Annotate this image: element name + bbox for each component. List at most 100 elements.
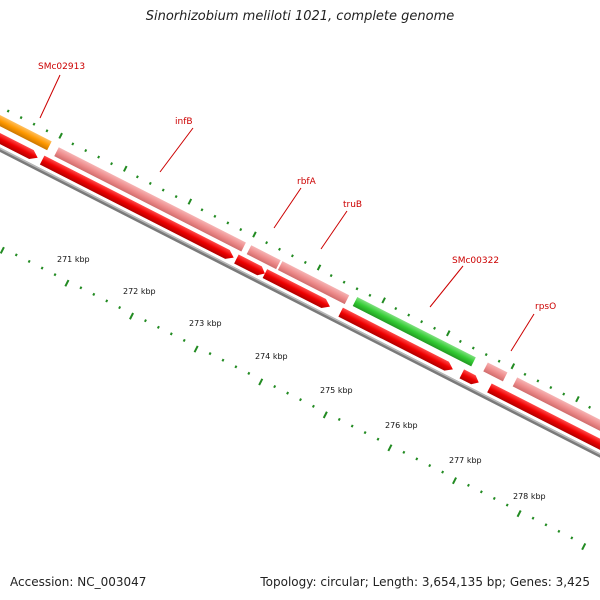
minor-tick <box>53 273 57 277</box>
major-tick <box>187 198 193 205</box>
minor-tick <box>71 142 75 146</box>
minor-tick <box>265 241 269 245</box>
minor-tick <box>27 259 31 264</box>
cds-arrow-trub[interactable] <box>262 269 333 311</box>
minor-tick <box>32 122 36 126</box>
minor-tick <box>6 109 10 113</box>
genome-summary: Topology: circular; Length: 3,654,135 bp… <box>260 575 590 589</box>
minor-tick <box>337 417 341 422</box>
cds-arrow-next[interactable] <box>487 383 600 456</box>
gene-label-infb: infB <box>175 117 193 127</box>
minor-tick <box>420 320 424 324</box>
minor-tick <box>84 148 88 153</box>
major-tick <box>258 378 264 386</box>
minor-tick <box>479 490 483 494</box>
minor-tick <box>350 424 354 428</box>
cds-arrow-infb[interactable] <box>39 155 236 263</box>
minor-tick <box>303 260 307 265</box>
gene-bar-trub[interactable] <box>277 261 350 305</box>
major-tick <box>516 510 522 518</box>
minor-tick <box>549 385 553 390</box>
minor-tick <box>544 523 548 527</box>
minor-tick <box>523 372 527 376</box>
minor-tick <box>118 305 122 310</box>
minor-tick <box>557 529 561 533</box>
major-tick <box>58 132 63 139</box>
major-tick <box>0 246 5 254</box>
tick-label-276: 276 kbp <box>385 421 418 430</box>
minor-tick <box>226 221 230 225</box>
minor-tick <box>239 227 243 232</box>
minor-tick <box>428 463 432 468</box>
minor-tick <box>299 398 302 402</box>
minor-tick <box>182 338 186 343</box>
minor-tick <box>368 293 372 297</box>
tick-label-272: 272 kbp <box>123 287 156 296</box>
minor-tick <box>273 384 277 389</box>
minor-tick <box>497 359 501 363</box>
cds-arrow-smc00322[interactable] <box>338 307 455 374</box>
minor-tick <box>458 339 462 344</box>
minor-tick <box>531 516 535 520</box>
gene-bar-infb[interactable] <box>54 147 246 252</box>
tick-label-275: 275 kbp <box>320 386 353 395</box>
outer-tick-row <box>6 109 592 409</box>
map-title: Sinorhizobium meliloti 1021, complete ge… <box>145 9 455 24</box>
major-tick <box>64 279 70 287</box>
tick-label-277: 277 kbp <box>449 456 482 465</box>
minor-tick <box>471 346 475 350</box>
major-tick <box>510 363 516 370</box>
minor-tick <box>169 332 173 336</box>
gene-bar-rpso[interactable] <box>483 362 508 382</box>
minor-tick <box>484 353 488 357</box>
minor-tick <box>407 313 411 317</box>
gene-label-rbfa: rbfA <box>297 177 317 187</box>
major-tick <box>193 345 199 353</box>
minor-tick <box>174 195 178 199</box>
major-tick <box>123 165 128 172</box>
minor-tick <box>144 319 147 323</box>
minor-tick <box>311 404 315 408</box>
minor-tick <box>290 254 294 258</box>
minor-tick <box>208 352 212 356</box>
gene-label-smc00322: SMc00322 <box>452 256 499 266</box>
minor-tick <box>466 483 470 487</box>
minor-tick <box>394 306 398 311</box>
gene-bar-next[interactable] <box>512 377 600 441</box>
major-tick <box>252 231 257 238</box>
gene-bar-smc00322[interactable] <box>352 297 476 367</box>
minor-tick <box>286 391 290 395</box>
gene-bar-smc02913[interactable] <box>0 110 52 151</box>
major-tick <box>445 330 451 337</box>
minor-tick <box>156 325 160 329</box>
minor-tick <box>97 155 101 159</box>
cds-arrow-smc02913[interactable] <box>0 124 40 163</box>
minor-tick <box>92 292 96 296</box>
minor-tick <box>342 280 346 284</box>
gene-bar-rbfa[interactable] <box>246 245 281 270</box>
minor-tick <box>363 431 367 435</box>
cds-arrow-rbfa[interactable] <box>234 254 267 278</box>
major-tick <box>316 264 322 271</box>
minor-tick <box>376 437 380 441</box>
tick-label-274: 274 kbp <box>255 352 288 361</box>
minor-tick <box>415 457 419 461</box>
major-tick <box>129 312 135 320</box>
tick-label-278: 278 kbp <box>513 492 546 501</box>
minor-tick <box>14 253 18 257</box>
leader-lines <box>39 74 535 352</box>
major-tick <box>452 477 457 485</box>
minor-tick <box>505 503 509 507</box>
inner-tick-row <box>0 246 587 551</box>
minor-tick <box>492 496 496 501</box>
minor-tick <box>278 247 281 251</box>
gene-label-smc02913: SMc02913 <box>38 62 85 72</box>
minor-tick <box>355 287 359 291</box>
cds-arrow-rpso[interactable] <box>459 369 481 387</box>
minor-tick <box>45 129 49 133</box>
minor-tick <box>562 392 566 396</box>
minor-tick <box>110 162 114 166</box>
minor-tick <box>221 358 225 362</box>
minor-tick <box>148 181 152 186</box>
